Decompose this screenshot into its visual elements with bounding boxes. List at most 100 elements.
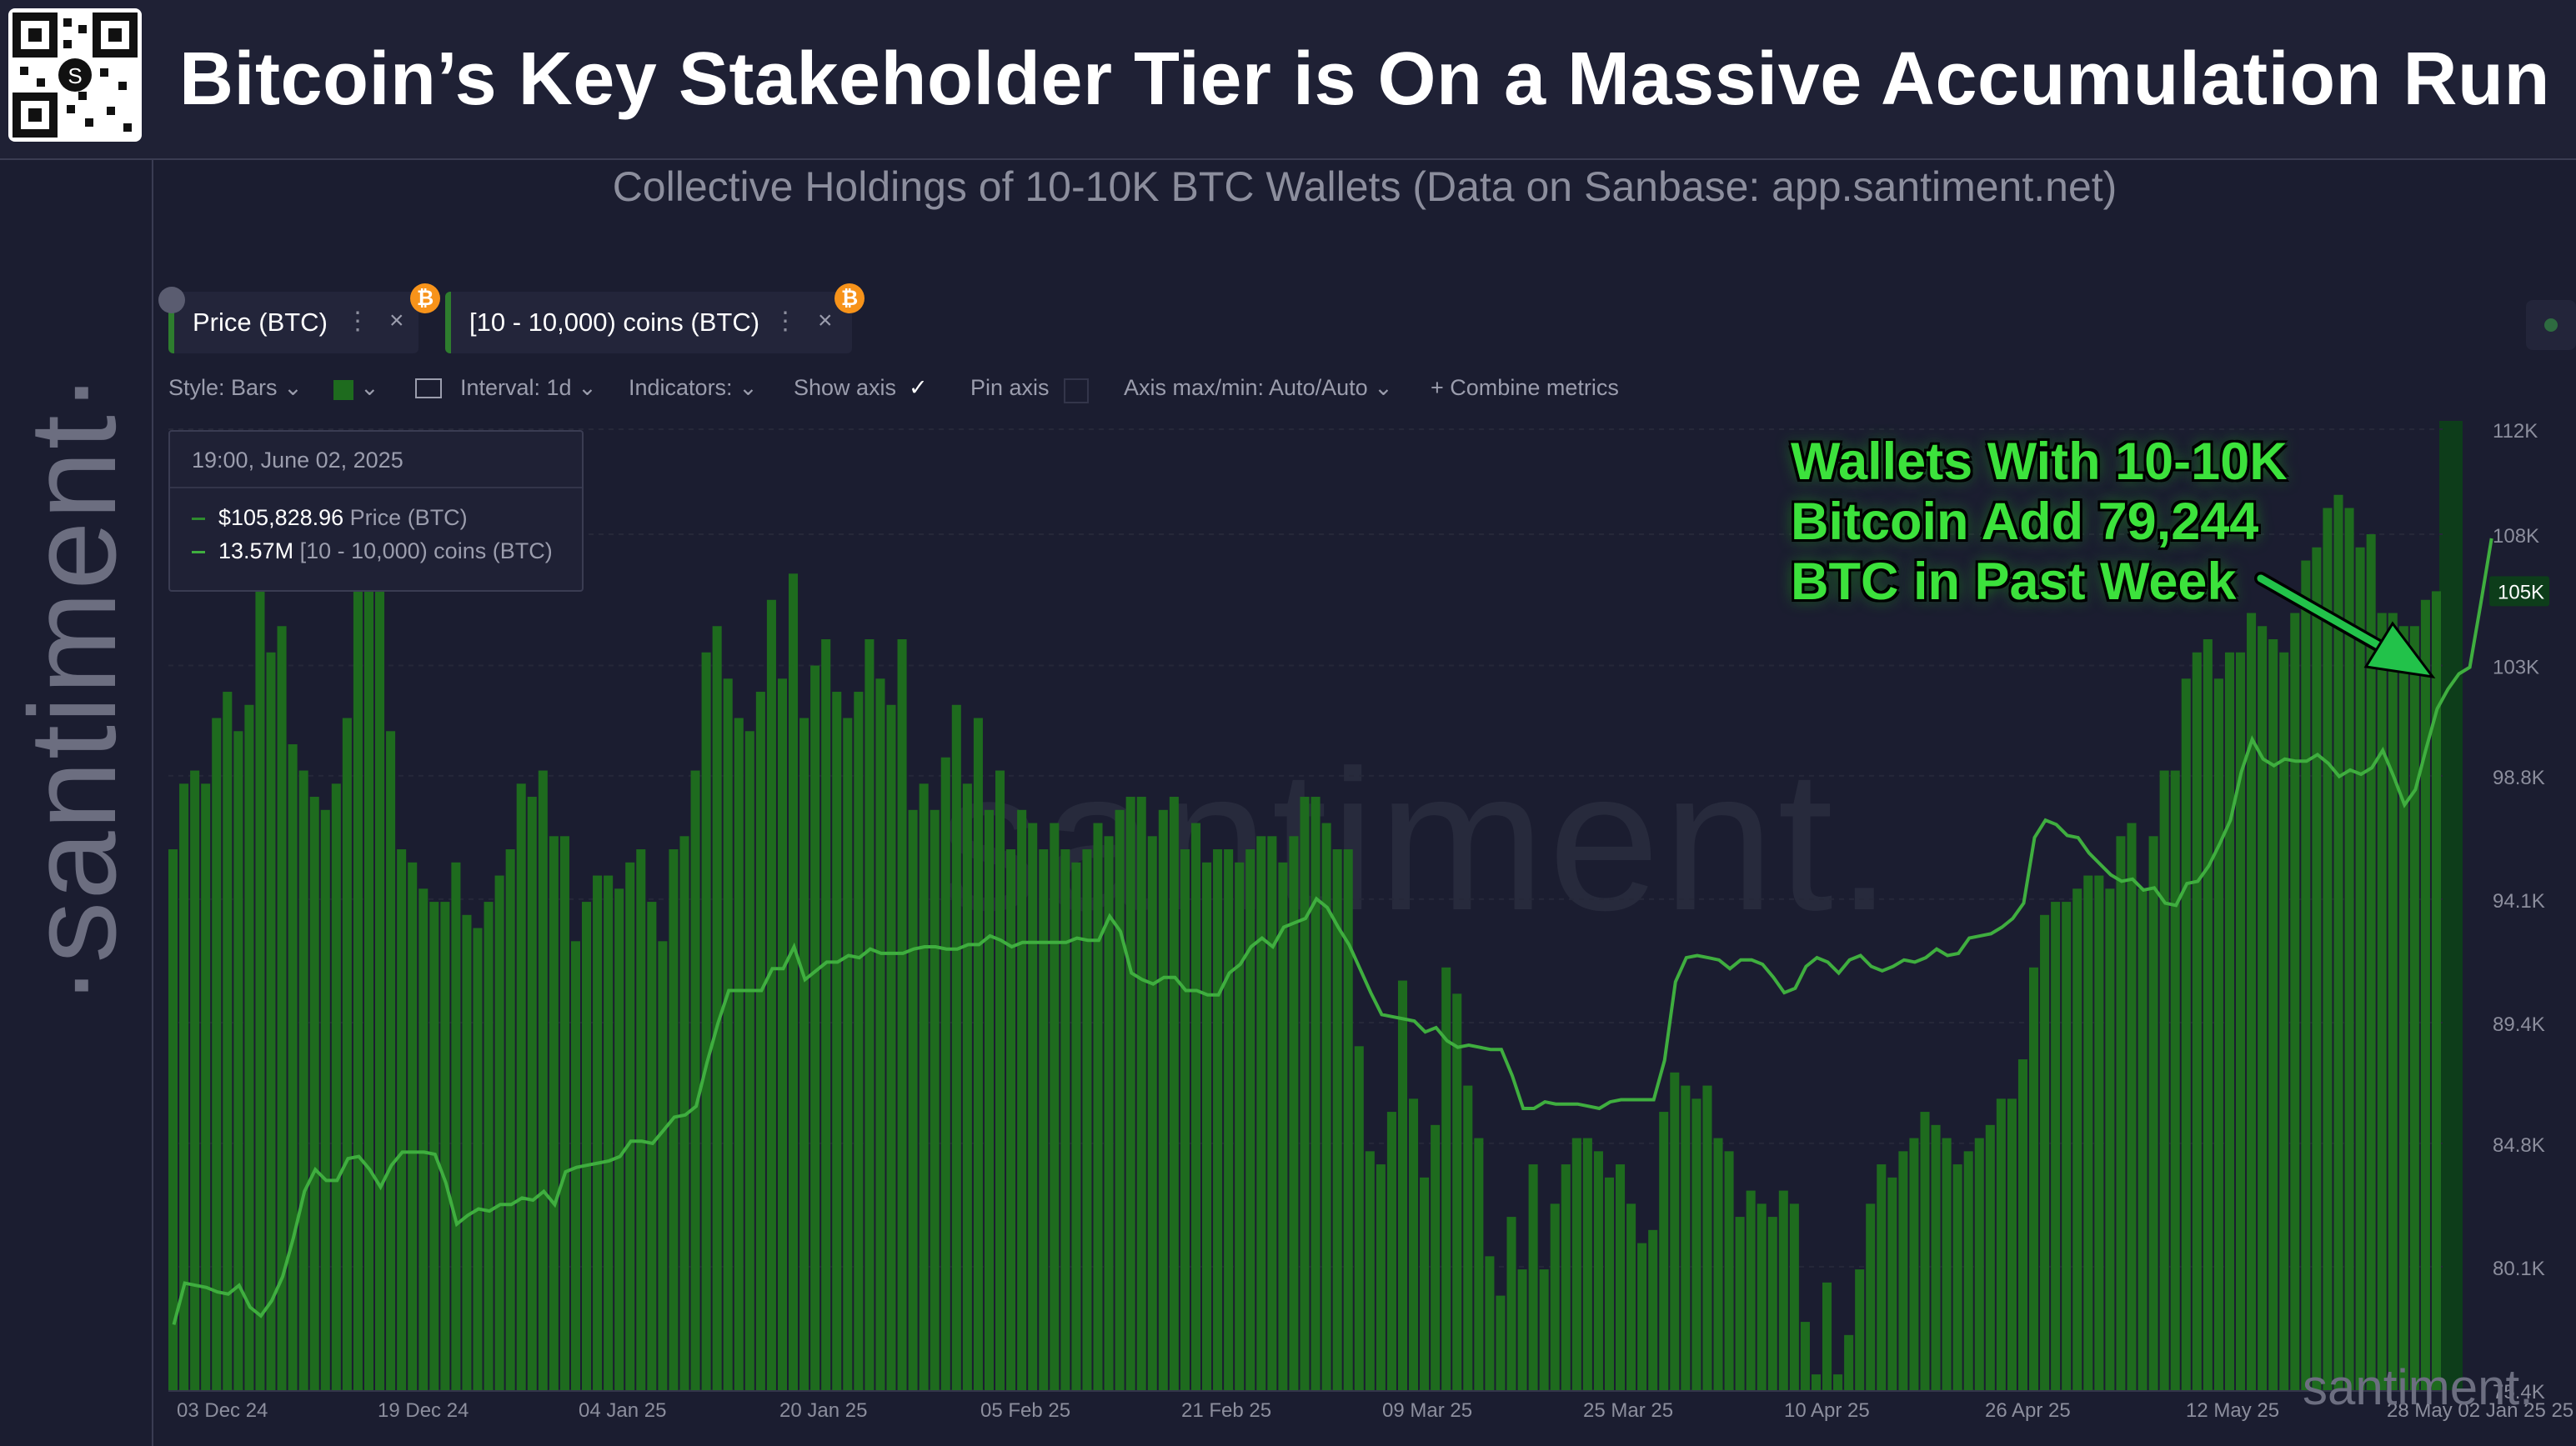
price-bar [2258, 626, 2268, 1390]
x-tick-label: 10 Apr 25 [1784, 1399, 1870, 1422]
price-bar [2192, 652, 2202, 1390]
more-options-icon[interactable]: ⋮ [345, 308, 370, 335]
chevron-down-icon[interactable]: ⌄ [360, 375, 379, 400]
price-bar [2323, 508, 2333, 1390]
color-swatch[interactable] [333, 380, 353, 400]
tooltip-holdings-row: 13.57M [10 - 10,000) coins (BTC) [192, 538, 553, 564]
price-bar [789, 573, 799, 1390]
price-bar [1267, 836, 1277, 1390]
status-indicator-button[interactable] [2526, 300, 2576, 350]
price-bar [2116, 836, 2126, 1390]
chevron-down-icon: ⌄ [739, 375, 758, 400]
price-bar [821, 639, 831, 1390]
price-bar [1616, 1164, 1626, 1390]
price-bar [1463, 1085, 1473, 1390]
price-bar [538, 770, 548, 1390]
price-bar [2094, 875, 2104, 1390]
price-bar [2137, 888, 2148, 1390]
price-bar [408, 862, 418, 1390]
price-bar [679, 836, 689, 1390]
price-bar [1789, 1203, 1799, 1390]
price-bar [462, 914, 472, 1390]
price-bar [1213, 849, 1223, 1390]
price-bar [244, 704, 254, 1390]
price-bar [854, 692, 864, 1390]
price-bar [1190, 823, 1200, 1390]
price-bar [223, 692, 233, 1390]
price-bar [1125, 797, 1135, 1390]
price-bar [201, 783, 211, 1390]
price-bars [168, 494, 2441, 1390]
santiment-corner-watermark: santiment. [2303, 1359, 2533, 1415]
price-bar [1169, 797, 1179, 1390]
interval-label: Interval: 1d [460, 375, 572, 400]
price-bar [1670, 1072, 1680, 1390]
price-bar [1039, 849, 1049, 1390]
price-bar [2398, 626, 2408, 1390]
combine-metrics-button[interactable]: + Combine metrics [1431, 375, 1619, 401]
close-icon[interactable]: × [818, 307, 833, 334]
price-bar [353, 573, 363, 1390]
price-bar [712, 626, 722, 1390]
interval-dropdown[interactable]: Interval: 1d ⌄ [460, 375, 597, 401]
svg-text:S: S [68, 63, 82, 88]
price-bar [1909, 1138, 1919, 1390]
price-bar [625, 862, 635, 1390]
price-bar [2268, 639, 2278, 1390]
price-bar [973, 718, 983, 1390]
price-bar [1593, 1151, 1603, 1390]
price-bar [1365, 1151, 1375, 1390]
tooltip-price-row: $105,828.96 Price (BTC) [192, 505, 468, 531]
metric-chip-holdings[interactable]: [10 - 10,000) coins (BTC) ⋮ × [445, 292, 852, 353]
style-dropdown[interactable]: Style: Bars ⌄ [168, 375, 303, 401]
chart-subtitle: Collective Holdings of 10-10K BTC Wallet… [612, 163, 2117, 210]
close-icon[interactable]: × [389, 307, 404, 334]
price-bar [2290, 613, 2300, 1390]
price-bar [168, 849, 178, 1390]
price-bar [320, 809, 330, 1390]
price-bar [1397, 980, 1407, 1390]
price-bar [2127, 823, 2137, 1390]
price-bar [1974, 1138, 1984, 1390]
legend-dash-icon [192, 518, 205, 521]
price-bar [1409, 1098, 1419, 1390]
metric-chip-price[interactable]: Price (BTC) ⋮ × [168, 292, 418, 353]
price-bar [1800, 1322, 1810, 1390]
price-bar [2377, 613, 2387, 1390]
axis-maxmin-dropdown[interactable]: Axis max/min: Auto/Auto ⌄ [1124, 375, 1393, 401]
show-axis-checkbox[interactable]: ✓ [909, 375, 928, 400]
price-bar [1920, 1112, 1930, 1390]
price-bar [2224, 652, 2234, 1390]
qr-code-icon: S [8, 8, 142, 142]
current-price-badge [2489, 576, 2549, 607]
price-bar [1626, 1203, 1636, 1390]
price-bar [940, 757, 950, 1390]
price-bar [505, 849, 515, 1390]
more-options-icon[interactable]: ⋮ [773, 308, 798, 335]
price-bar [636, 849, 646, 1390]
price-bar [342, 718, 352, 1390]
price-bar [755, 692, 765, 1390]
price-bar [1278, 862, 1288, 1390]
x-tick-label: 19 Dec 24 [378, 1399, 469, 1422]
price-bar [527, 797, 537, 1390]
price-bar [1648, 1229, 1658, 1390]
price-bar [2344, 508, 2354, 1390]
price-bar [179, 783, 189, 1390]
price-bar [1942, 1138, 1952, 1390]
price-bar [1691, 1098, 1701, 1390]
pin-axis-checkbox[interactable] [1064, 378, 1089, 403]
price-bar [2301, 560, 2311, 1390]
price-bar [1713, 1138, 1723, 1390]
price-bar [1571, 1138, 1581, 1390]
y-axis-ticks: 112K 108K 103K 98.8K 94.1K 89.4K 84.8K 80.1K 75.… [2489, 420, 2549, 1403]
y-tick-label: 103K [2493, 657, 2539, 679]
price-bar [1202, 862, 1212, 1390]
indicators-dropdown[interactable]: Indicators: ⌄ [629, 375, 758, 401]
price-bar [2105, 888, 2115, 1390]
price-bar [1757, 1203, 1767, 1390]
tooltip-holdings-value: 13.57M [218, 538, 294, 563]
price-bar [1702, 1085, 1712, 1390]
price-bar [2431, 591, 2441, 1390]
price-bar [2388, 613, 2398, 1390]
